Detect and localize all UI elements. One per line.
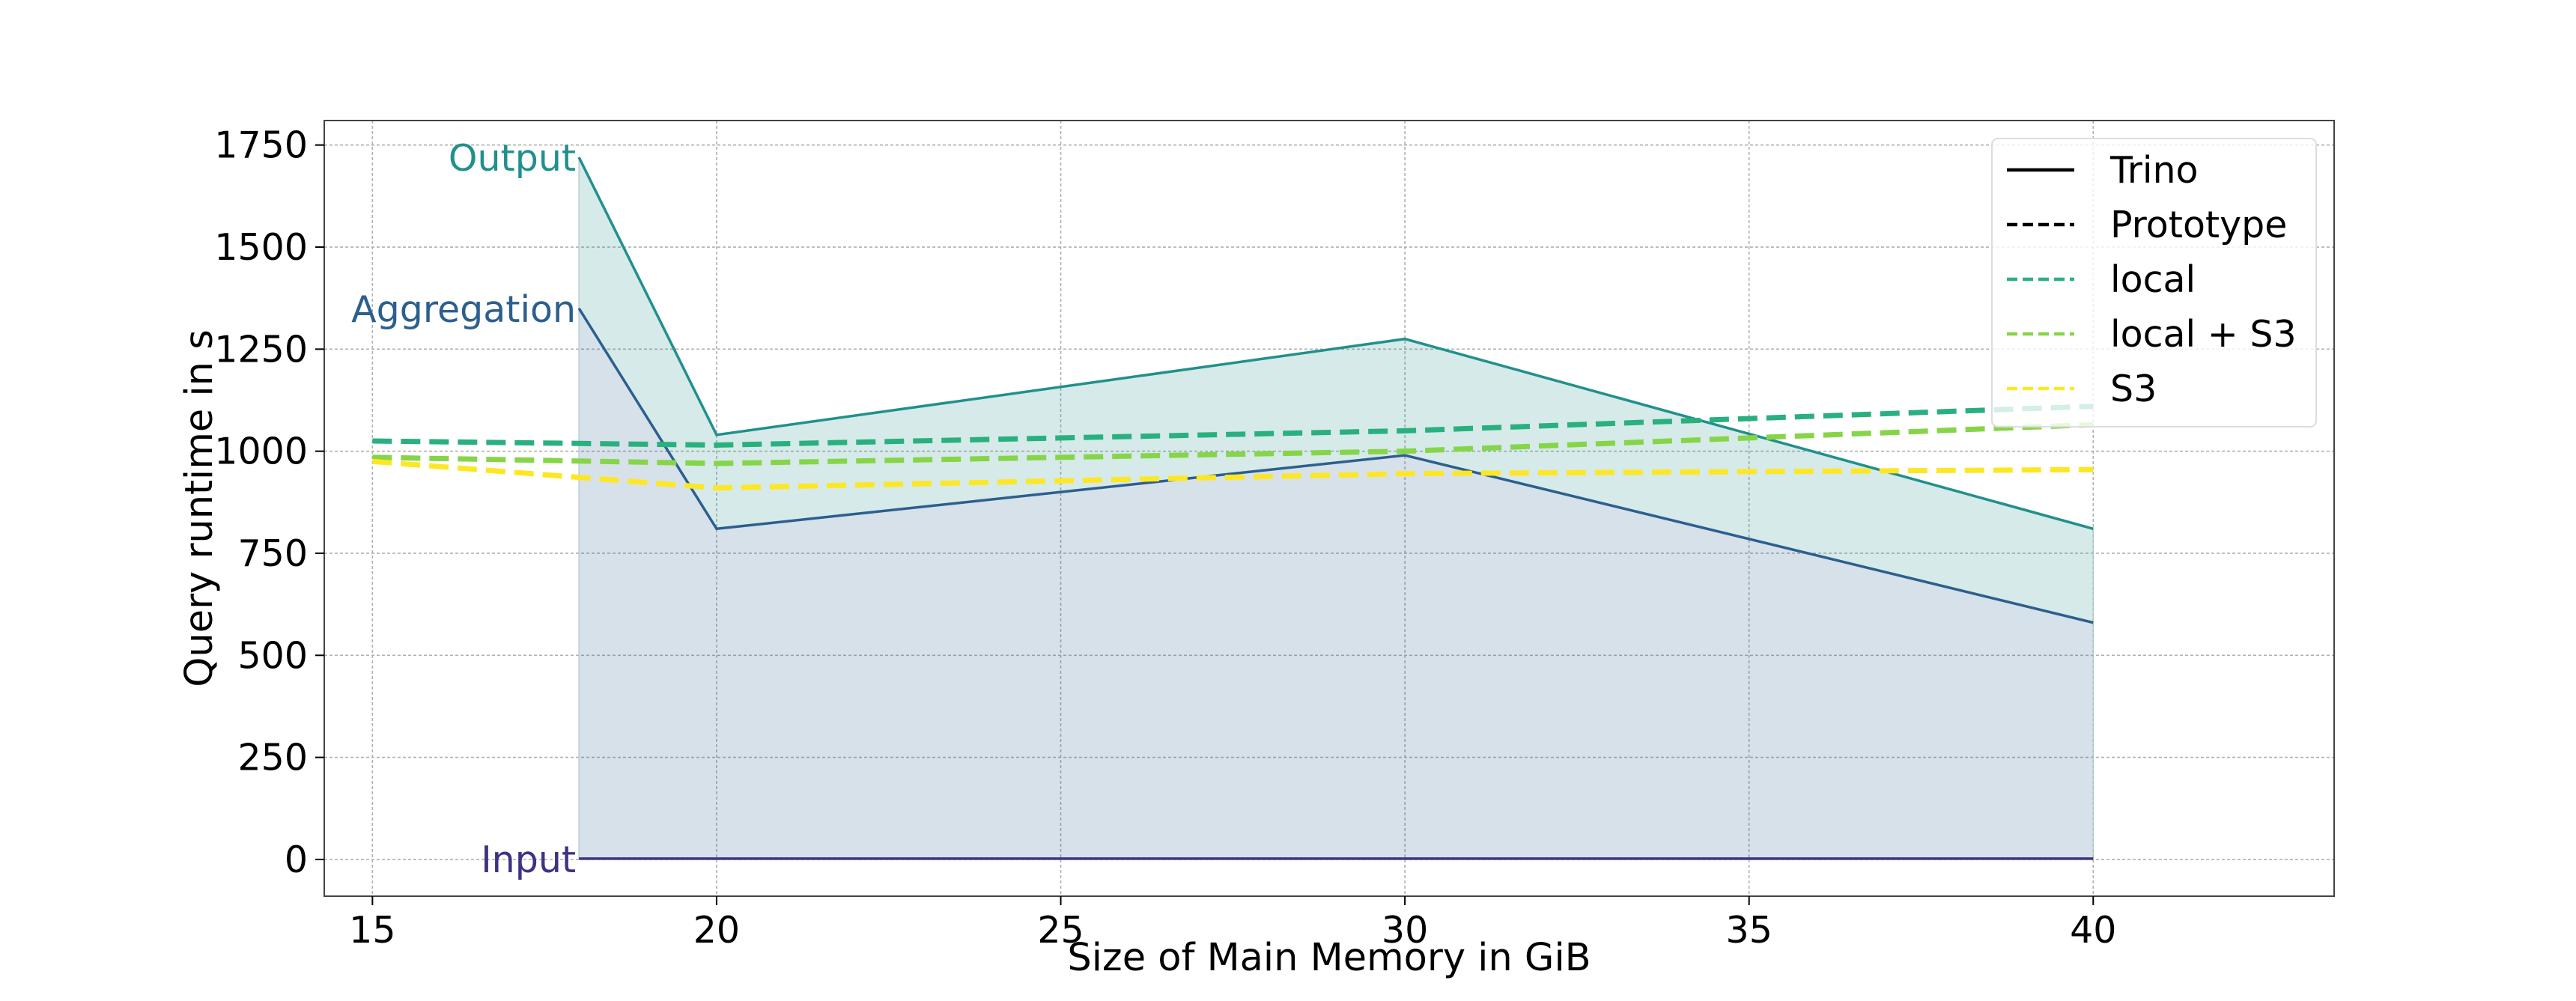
axis-ticks: 15 20 25 30 35 40 0 250 500 750 1000 1250 1500 1750 — [214, 124, 2116, 952]
y-tick-label: 1000 — [214, 430, 308, 473]
line-aggregation — [577, 307, 2094, 624]
plot-frame — [323, 120, 2335, 897]
x-tick-label: 30 — [1382, 909, 1428, 952]
y-tick-label: 1250 — [214, 328, 308, 371]
legend-entry-label: Trino — [2109, 149, 2199, 192]
legend-entry-label: S3 — [2110, 368, 2157, 410]
x-axis-label: Size of Main Memory in GiB — [1067, 936, 1591, 980]
stack-label-aggregation: Aggregation — [351, 288, 576, 331]
y-tick-label: 500 — [237, 634, 308, 677]
x-tick-label: 20 — [693, 909, 740, 952]
legend-box — [1991, 138, 2317, 428]
series-s3 — [372, 458, 2094, 491]
y-axis-label: Query runtime in s — [177, 329, 222, 687]
legend: Trino Prototype local local + S3 S3 — [1991, 138, 2317, 428]
area-aggregation — [579, 308, 2094, 859]
legend-entry-label: local — [2110, 258, 2196, 301]
series-local — [372, 404, 2094, 448]
x-tick-label: 40 — [2070, 909, 2116, 952]
series-lines — [372, 156, 2094, 860]
y-tick-label: 750 — [237, 532, 308, 575]
legend-entry-label: Prototype — [2110, 204, 2287, 246]
line-output — [577, 156, 2094, 530]
stack-label-output: Output — [449, 137, 576, 180]
series-local-s3 — [372, 422, 2094, 466]
legend-entry-label: local + S3 — [2110, 313, 2297, 356]
x-tick-label: 25 — [1037, 909, 1084, 952]
area-output — [579, 157, 2094, 623]
x-tick-label: 15 — [349, 909, 395, 952]
y-tick-label: 1750 — [214, 124, 308, 167]
y-tick-label: 0 — [285, 839, 308, 881]
stack-labels: Input Aggregation Output — [351, 137, 576, 881]
y-tick-label: 250 — [237, 737, 308, 779]
x-tick-label: 35 — [1726, 909, 1772, 952]
stack-label-input: Input — [481, 839, 576, 881]
stacked-areas — [578, 157, 2094, 859]
y-tick-label: 1500 — [214, 226, 308, 269]
